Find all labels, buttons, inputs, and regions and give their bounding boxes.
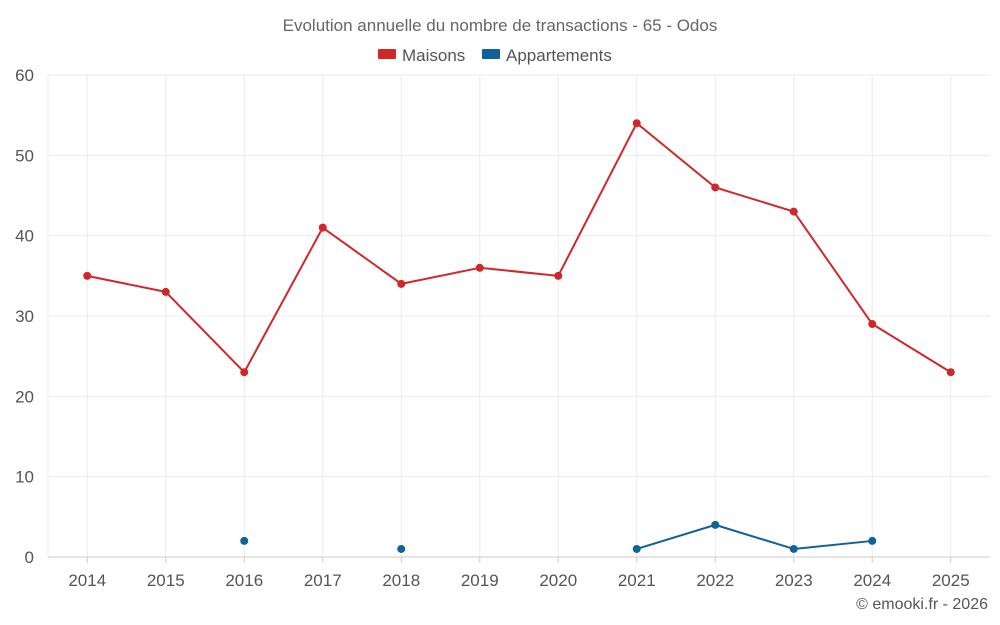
grid (48, 74, 990, 557)
x-tick-label: 2016 (225, 571, 263, 590)
chart-title: Evolution annuelle du nombre de transact… (283, 16, 718, 35)
data-point-maisons-2024[interactable] (868, 320, 877, 329)
data-point-appartements-2016[interactable] (240, 536, 249, 545)
x-tick-label: 2017 (304, 571, 342, 590)
y-tick-label: 10 (15, 468, 34, 487)
data-point-appartements-2022[interactable] (711, 520, 720, 529)
data-point-maisons-2025[interactable] (946, 368, 955, 377)
y-tick-label: 50 (15, 146, 34, 165)
x-tick-label: 2019 (461, 571, 499, 590)
data-point-maisons-2023[interactable] (789, 207, 798, 216)
data-point-maisons-2016[interactable] (240, 368, 249, 377)
series-line-appartements (636, 523, 873, 550)
x-tick-label: 2020 (539, 571, 577, 590)
legend-label-maisons[interactable]: Maisons (402, 46, 465, 65)
data-point-maisons-2017[interactable] (318, 223, 327, 232)
axes: 0 10 20 30 40 50 60 2014 2015 2016 2017 2018 2019 202… (15, 66, 990, 590)
data-point-maisons-2019[interactable] (475, 263, 484, 272)
y-tick-label: 30 (15, 307, 34, 326)
data-point-maisons-2020[interactable] (554, 271, 563, 280)
x-tick-label: 2021 (618, 571, 656, 590)
data-point-maisons-2022[interactable] (711, 183, 720, 192)
x-tick-label: 2014 (68, 571, 106, 590)
series-line-maisons (87, 122, 952, 374)
y-tick-label: 60 (15, 66, 34, 85)
y-tick-label: 40 (15, 227, 34, 246)
x-tick-label: 2018 (382, 571, 420, 590)
x-tick-label: 2024 (853, 571, 891, 590)
legend-swatch-appartements (482, 49, 500, 59)
data-point-maisons-2021[interactable] (632, 119, 641, 128)
x-tick-label: 2023 (775, 571, 813, 590)
legend-label-appartements[interactable]: Appartements (506, 46, 612, 65)
y-tick-label: 0 (25, 548, 34, 567)
data-point-appartements-2018[interactable] (397, 544, 406, 553)
x-tick-label: 2015 (147, 571, 185, 590)
y-tick-label: 20 (15, 387, 34, 406)
legend: Maisons Appartements (378, 46, 612, 65)
data-point-appartements-2023[interactable] (789, 544, 798, 553)
x-tick-label: 2022 (696, 571, 734, 590)
series (83, 119, 955, 553)
data-point-appartements-2024[interactable] (868, 536, 877, 545)
data-point-appartements-2021[interactable] (632, 544, 641, 553)
legend-swatch-maisons (378, 49, 396, 59)
credit-text: © emooki.fr - 2026 (856, 596, 988, 613)
data-point-maisons-2014[interactable] (83, 271, 92, 280)
x-tick-label: 2025 (932, 571, 970, 590)
data-point-maisons-2015[interactable] (161, 287, 170, 296)
data-point-maisons-2018[interactable] (397, 279, 406, 288)
